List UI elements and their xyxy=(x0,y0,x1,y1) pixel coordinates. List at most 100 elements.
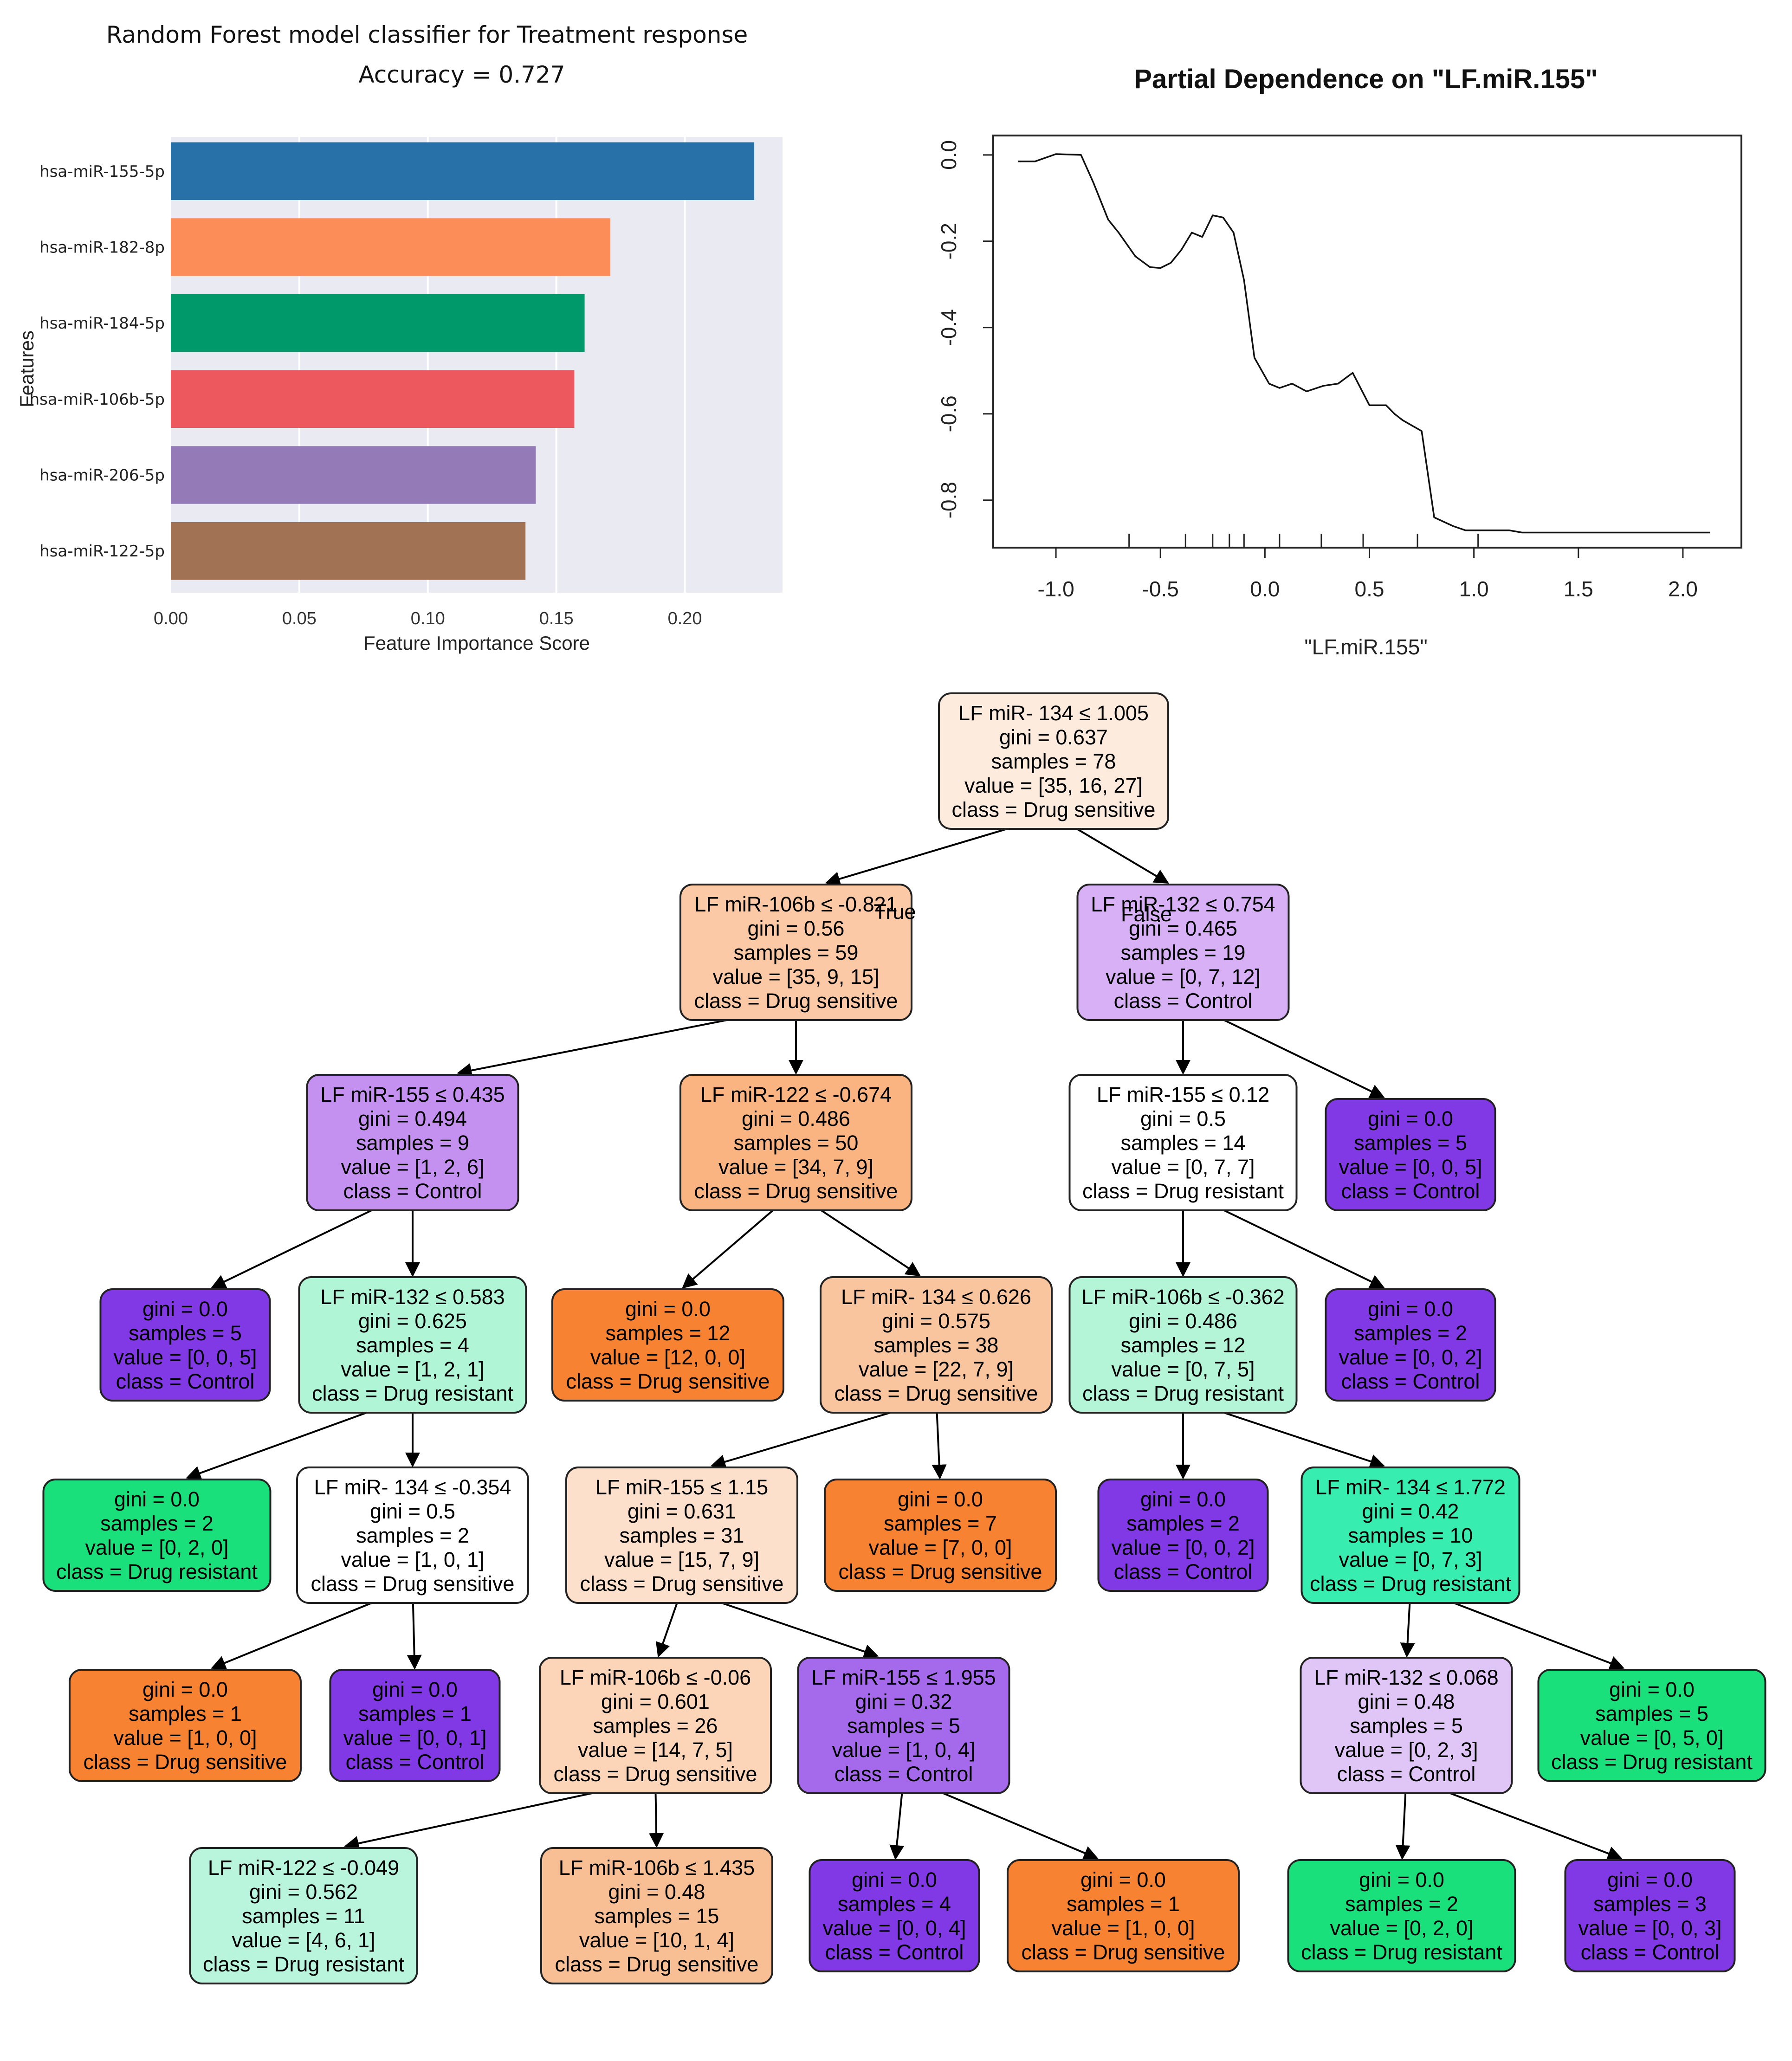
tree-node-line: samples = 1 xyxy=(1067,1892,1180,1916)
tree-node-line: LF miR-132 ≤ 0.754 xyxy=(1091,892,1275,916)
tree-node-line: value = [35, 9, 15] xyxy=(712,965,879,989)
tree-node-box xyxy=(1325,1098,1496,1211)
tree-node-box xyxy=(565,1467,798,1604)
tree-node-line: gini = 0.56 xyxy=(748,917,845,940)
partial-dependence-chart: Partial Dependence on "LF.miR.155" 0.0 -0… xyxy=(937,64,1742,659)
pd-x-tick-label: 0.5 xyxy=(1355,577,1384,601)
tree-node-line: value = [0, 5, 0] xyxy=(1580,1726,1724,1750)
tree-node-line: class = Control xyxy=(116,1370,255,1393)
bar-category-label: hsa-miR-206-5p xyxy=(39,466,165,485)
tree-node-line: value = [0, 7, 12] xyxy=(1106,965,1261,989)
tree-node-line: gini = 0.48 xyxy=(608,1880,705,1904)
bar-hsa-miR-206-5p xyxy=(171,446,536,504)
tree-node-line: samples = 10 xyxy=(1348,1524,1473,1547)
tree-node-box xyxy=(1007,1859,1240,1972)
tree-node-line: class = Control xyxy=(1581,1940,1720,1964)
bar-hsa-miR-122-5p xyxy=(171,522,526,580)
tree-node-line: samples = 9 xyxy=(356,1131,469,1155)
tree-edge xyxy=(186,1412,367,1480)
tree-node-line: value = [0, 0, 5] xyxy=(1339,1155,1482,1179)
tree-node-line: gini = 0.0 xyxy=(1609,1678,1695,1701)
tree-edge xyxy=(1453,1602,1625,1670)
tree-node-line: gini = 0.0 xyxy=(898,1487,983,1511)
tree-node-line: class = Drug sensitive xyxy=(554,1762,757,1786)
tree-edge xyxy=(1223,1019,1385,1098)
tree-node-line: samples = 3 xyxy=(1593,1892,1707,1916)
tree-node-line: LF miR-122 ≤ -0.674 xyxy=(700,1083,892,1106)
tree-node-line: LF miR- 134 ≤ -0.354 xyxy=(314,1475,511,1499)
tree-node-box xyxy=(938,692,1169,830)
tree-node-line: gini = 0.48 xyxy=(1358,1690,1455,1713)
tree-node-line: value = [15, 7, 9] xyxy=(604,1548,759,1571)
tree-node-line: LF miR-132 ≤ 0.583 xyxy=(320,1285,505,1309)
tree-node-line: value = [0, 2, 0] xyxy=(1330,1916,1474,1940)
tree-node-line: class = Drug resistant xyxy=(203,1952,404,1976)
edge-label-false: False xyxy=(1121,902,1172,926)
pd-x-tick-label: 2.0 xyxy=(1668,577,1698,601)
pd-curve xyxy=(1018,153,1710,534)
tree-node-line: samples = 12 xyxy=(1121,1333,1246,1357)
tree-node-line: samples = 4 xyxy=(356,1333,469,1357)
bar-gridlines xyxy=(298,137,686,593)
tree-node-line: gini = 0.631 xyxy=(628,1499,736,1523)
pd-x-tick-label: -0.5 xyxy=(1142,577,1179,601)
tree-edge xyxy=(932,1412,947,1480)
tree-node-line: samples = 38 xyxy=(874,1333,999,1357)
tree-node-line: class = Drug resistant xyxy=(1551,1750,1753,1774)
tree-edge xyxy=(211,1602,372,1670)
tree-node-line: LF miR- 134 ≤ 0.626 xyxy=(841,1285,1031,1309)
tree-node-line: gini = 0.32 xyxy=(855,1690,952,1713)
pd-x-tick-label: 0.0 xyxy=(1250,577,1280,601)
tree-node-line: samples = 59 xyxy=(734,941,859,964)
tree-node-line: samples = 2 xyxy=(100,1512,213,1535)
tree-node-line: gini = 0.0 xyxy=(1607,1868,1693,1892)
tree-node-line: class = Control xyxy=(1337,1762,1476,1786)
tree-node-line: class = Drug resistant xyxy=(1301,1940,1502,1964)
tree-node-box xyxy=(539,1657,772,1794)
tree-node-line: samples = 5 xyxy=(1354,1131,1467,1155)
tree-node-box xyxy=(99,1288,271,1402)
tree-node-line: value = [0, 7, 3] xyxy=(1339,1548,1482,1571)
bar-category-label: hsa-miR-182-8p xyxy=(39,239,165,257)
tree-node-box xyxy=(1300,1657,1513,1794)
bar-category-label: hsa-miR-184-5p xyxy=(39,314,165,333)
tree-node-box xyxy=(820,1276,1053,1414)
tree-node-box xyxy=(1068,1276,1298,1414)
bar-chart-subtitle: Accuracy = 0.727 xyxy=(358,61,565,88)
tree-node-line: value = [1, 2, 6] xyxy=(341,1155,485,1179)
tree-node-line: value = [10, 1, 4] xyxy=(579,1928,734,1952)
tree-node-line: samples = 26 xyxy=(593,1714,718,1738)
tree-node-line: class = Drug sensitive xyxy=(694,1179,898,1203)
tree-edge xyxy=(1223,1412,1385,1469)
tree-edge xyxy=(1076,828,1169,884)
tree-node-box xyxy=(296,1467,529,1604)
tree-edge xyxy=(649,1793,664,1848)
tree-node-box xyxy=(189,1847,418,1984)
bar-category-labels: hsa-miR-155-5p hsa-miR-182-8p hsa-miR-184-… xyxy=(30,162,165,561)
tree-node-line: samples = 31 xyxy=(620,1524,744,1547)
tree-node-line: class = Drug sensitive xyxy=(566,1370,770,1393)
tree-edge xyxy=(1395,1793,1410,1860)
tree-node-line: value = [0, 7, 5] xyxy=(1112,1357,1255,1381)
bar-marks xyxy=(171,142,755,580)
tree-node-line: value = [0, 2, 0] xyxy=(85,1536,229,1559)
bar-x-tick-label: 0.20 xyxy=(668,609,702,628)
tree-node-line: value = [1, 0, 0] xyxy=(1052,1916,1195,1940)
tree-node-line: samples = 1 xyxy=(129,1702,242,1725)
tree-node-line: gini = 0.42 xyxy=(1362,1499,1459,1523)
tree-node-line: samples = 11 xyxy=(242,1904,365,1928)
tree-node-line: gini = 0.486 xyxy=(742,1107,850,1131)
tree-node-box xyxy=(809,1859,980,1972)
bar-hsa-miR-184-5p xyxy=(171,294,585,352)
tree-node-box xyxy=(1068,1074,1298,1211)
